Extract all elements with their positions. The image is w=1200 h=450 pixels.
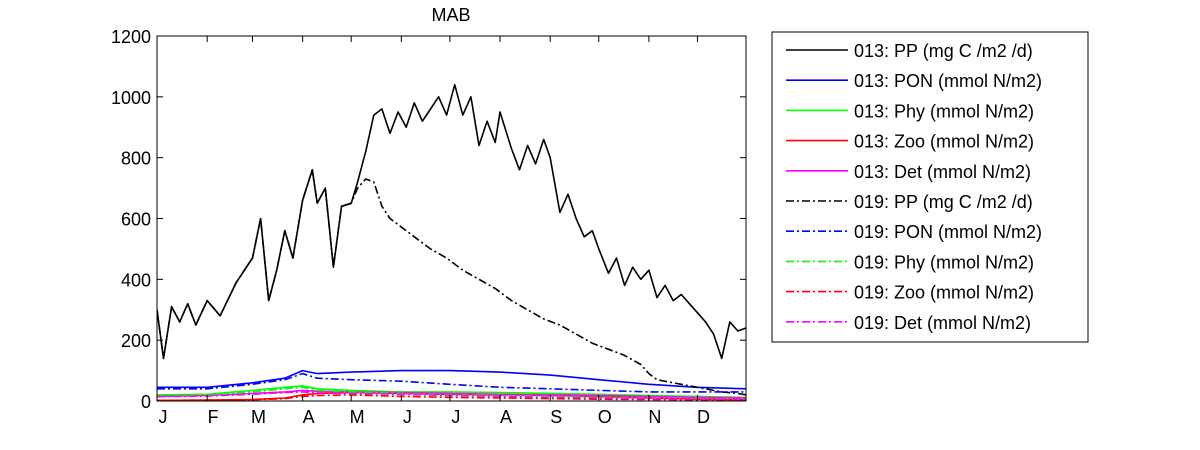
x-tick-label: A — [303, 407, 315, 427]
legend-label-1: 013: PON (mmol N/m2) — [854, 71, 1042, 91]
x-tick-label: J — [403, 407, 412, 427]
legend-label-2: 013: Phy (mmol N/m2) — [854, 101, 1034, 121]
legend-label-0: 013: PP (mg C /m2 /d) — [854, 41, 1033, 61]
series-line-5 — [157, 169, 746, 396]
x-tick-label: N — [648, 407, 661, 427]
y-tick-label: 800 — [121, 149, 151, 169]
series-line-4 — [157, 389, 746, 399]
axes: 0 200 400 600 800 1000 1200 J F M A M J J A S O N D — [111, 27, 747, 427]
x-tick-label: J — [451, 407, 460, 427]
legend-label-5: 019: PP (mg C /m2 /d) — [854, 192, 1033, 212]
legend-label-6: 019: PON (mmol N/m2) — [854, 222, 1042, 242]
y-tick-label: 400 — [121, 270, 151, 290]
x-tick-label: M — [251, 407, 266, 427]
y-tick-label: 1000 — [111, 88, 151, 108]
x-tick-label: F — [208, 407, 219, 427]
chart-title: MAB — [431, 5, 470, 25]
legend-label-3: 013: Zoo (mmol N/m2) — [854, 132, 1034, 152]
y-tick-label: 200 — [121, 331, 151, 351]
legend-label-9: 019: Det (mmol N/m2) — [854, 313, 1031, 333]
series-line-9 — [157, 391, 746, 400]
y-tick-label: 1200 — [111, 27, 151, 47]
legend-label-4: 013: Det (mmol N/m2) — [854, 162, 1031, 182]
legend-label-7: 019: Phy (mmol N/m2) — [854, 252, 1034, 272]
x-tick-label: M — [350, 407, 365, 427]
y-tick-label: 0 — [141, 392, 151, 412]
y-tick-label: 600 — [121, 210, 151, 230]
series-line-1 — [157, 369, 746, 390]
x-tick-label: D — [697, 407, 710, 427]
legend: 013: PP (mg C /m2 /d) 013: PON (mmol N/m2… — [771, 31, 1089, 343]
legend-box — [771, 31, 1089, 343]
x-tick-label: J — [159, 407, 168, 427]
series-line-6 — [157, 372, 746, 393]
legend-label-8: 019: Zoo (mmol N/m2) — [854, 283, 1034, 303]
x-tick-label: S — [550, 407, 562, 427]
x-tick-label: O — [598, 407, 612, 427]
x-tick-label: A — [500, 407, 512, 427]
